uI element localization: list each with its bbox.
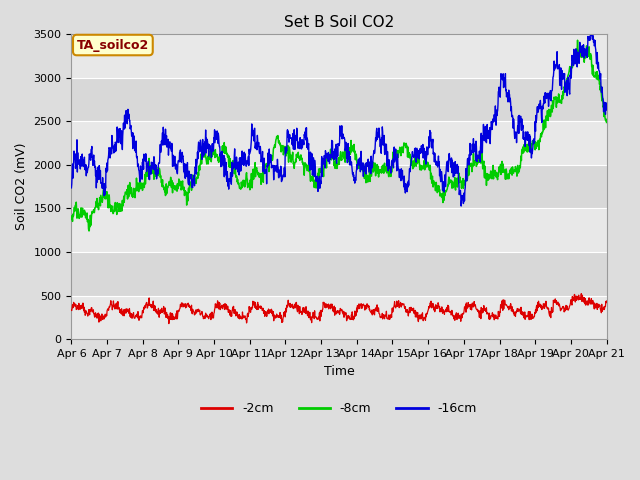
Bar (72, 78, 607, 121)
Text: TA_soilco2: TA_soilco2 (77, 38, 149, 51)
X-axis label: Time: Time (324, 365, 355, 378)
Title: Set B Soil CO2: Set B Soil CO2 (284, 15, 394, 30)
Bar (72, 296, 607, 339)
Bar (72, 121, 607, 165)
Bar (72, 252, 607, 296)
Y-axis label: Soil CO2 (mV): Soil CO2 (mV) (15, 143, 28, 230)
Bar (72, 34, 607, 78)
Bar (72, 208, 607, 252)
Bar (72, 165, 607, 208)
Legend: -2cm, -8cm, -16cm: -2cm, -8cm, -16cm (196, 397, 482, 420)
